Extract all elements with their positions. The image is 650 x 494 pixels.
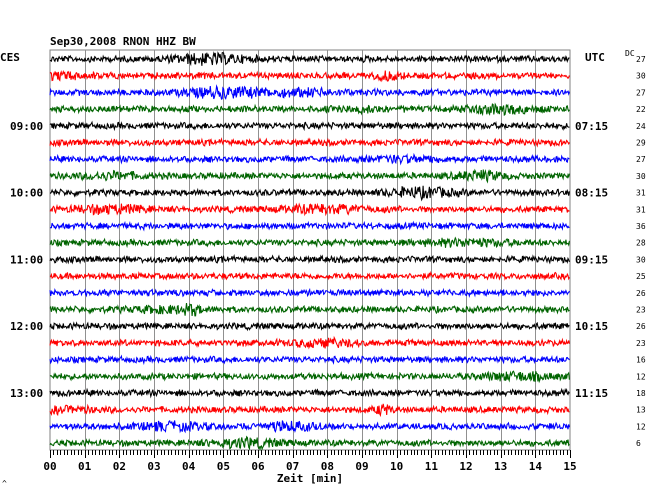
x-tick-label: 05	[217, 460, 230, 473]
left-time-label: 09:00	[10, 120, 43, 133]
dc-offset-value: 26	[636, 322, 646, 331]
trace-line	[49, 120, 570, 132]
dc-offset-value: 18	[636, 389, 646, 398]
chart-labels: Sep30,2008 RNON HHZ BW CES UTC DC Zeit […	[0, 35, 646, 488]
left-time-label: 10:00	[10, 187, 43, 200]
x-tick-label: 11	[425, 460, 439, 473]
dc-offset-value: 26	[636, 289, 646, 298]
dc-offset-value: 25	[636, 272, 646, 281]
trace-line	[49, 387, 570, 399]
dc-offset-value: 30	[636, 172, 646, 181]
trace-line	[49, 137, 570, 148]
trace-line	[49, 270, 570, 281]
dc-offset-value: 28	[636, 239, 646, 248]
trace-line	[49, 420, 570, 434]
x-tick-label: 06	[251, 460, 265, 473]
right-time-label: 11:15	[575, 387, 608, 400]
right-time-label: 08:15	[575, 187, 608, 200]
left-time-label: 12:00	[10, 320, 43, 333]
x-axis-label: Zeit [min]	[277, 472, 343, 485]
dc-offset-value: 27	[636, 155, 646, 164]
x-tick-label: 04	[182, 460, 196, 473]
trace-line	[49, 168, 570, 184]
x-tick-label: 14	[529, 460, 543, 473]
dc-offset-value: 30	[636, 72, 646, 81]
chart-title: Sep30,2008 RNON HHZ BW	[50, 35, 196, 48]
dc-offset-value: 36	[636, 222, 646, 231]
trace-line	[49, 335, 570, 350]
dc-offset-value: 30	[636, 255, 646, 264]
trace-line	[49, 403, 570, 418]
dc-label: DC	[625, 49, 635, 58]
x-tick-label: 02	[113, 460, 126, 473]
x-tick-label: 07	[286, 460, 299, 473]
seismic-traces	[49, 51, 570, 452]
dc-offset-value: 24	[636, 122, 646, 131]
dc-offset-value: 16	[636, 356, 646, 365]
x-tick-label: 15	[563, 460, 576, 473]
x-axis: 00 01 02 03 04 05 06 07 08 09 10 11 12 13 14 15	[43, 450, 577, 473]
trace-line	[49, 321, 570, 332]
right-time-label: 09:15	[575, 253, 608, 266]
trace-line	[49, 84, 570, 100]
dc-offset-value: 31	[636, 205, 646, 214]
trace-line	[49, 51, 570, 67]
x-tick-label: 00	[43, 460, 56, 473]
trace-line	[49, 70, 570, 83]
right-time-label: 07:15	[575, 120, 608, 133]
trace-line	[49, 185, 570, 202]
x-tick-label: 10	[390, 460, 403, 473]
trace-line	[49, 202, 570, 217]
dc-offset-value: 27	[636, 88, 646, 97]
trace-line	[49, 370, 570, 384]
dc-offset-value: 29	[636, 139, 646, 148]
dc-offset-value: 23	[636, 306, 646, 315]
dc-offset-value: 13	[636, 406, 646, 415]
trace-line	[49, 220, 570, 232]
trace-line	[49, 435, 570, 452]
left-time-label: 11:00	[10, 253, 43, 266]
x-tick-label: 01	[78, 460, 92, 473]
trace-line	[49, 303, 570, 317]
dc-offset-value: 31	[636, 189, 646, 198]
dc-offset-value: 27	[636, 55, 646, 64]
x-tick-label: 09	[355, 460, 368, 473]
x-tick-label: 13	[494, 460, 507, 473]
dc-offset-value: 23	[636, 339, 646, 348]
left-time-label: 13:00	[10, 387, 43, 400]
dc-offset-value: 6	[636, 439, 641, 448]
left-timezone-label: CES	[0, 51, 20, 64]
minute-grid	[49, 49, 571, 451]
x-tick-label: 03	[147, 460, 160, 473]
trace-line	[49, 254, 570, 265]
trace-line	[49, 152, 570, 166]
trace-line	[49, 287, 570, 299]
x-tick-label: 08	[321, 460, 334, 473]
trace-line	[49, 102, 570, 117]
trace-line	[49, 354, 570, 366]
right-timezone-label: UTC	[585, 51, 605, 64]
x-tick-label: 12	[459, 460, 472, 473]
right-time-label: 10:15	[575, 320, 608, 333]
dc-offset-value: 22	[636, 105, 646, 114]
footer-mark: ^	[2, 479, 7, 488]
dc-offset-value: 12	[636, 422, 646, 431]
dc-offset-value: 12	[636, 372, 646, 381]
trace-line	[49, 236, 570, 249]
